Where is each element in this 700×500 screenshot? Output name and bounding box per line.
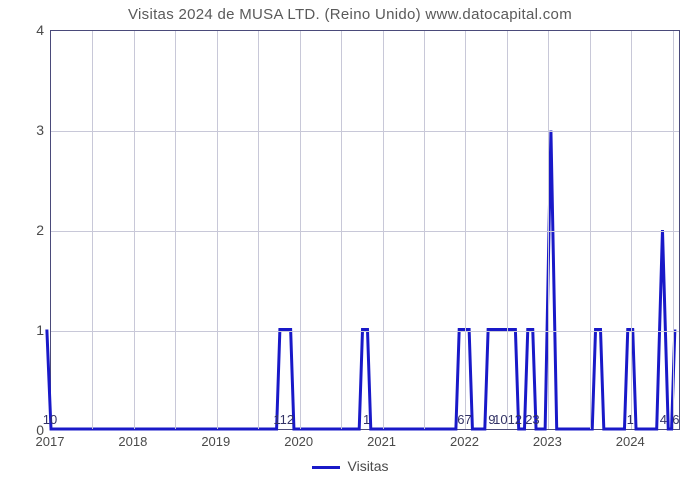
x-tick-label: 2022 xyxy=(450,434,479,449)
vgrid-line xyxy=(134,31,135,429)
value-label: 1 xyxy=(363,412,370,427)
vgrid-line xyxy=(673,31,674,429)
x-tick-label: 2019 xyxy=(201,434,230,449)
vgrid-line xyxy=(300,31,301,429)
vgrid-line xyxy=(424,31,425,429)
legend-label: Visitas xyxy=(348,458,389,474)
value-label: 112 xyxy=(273,412,294,427)
x-tick-label: 2024 xyxy=(616,434,645,449)
visits-chart: Visitas 2024 de MUSA LTD. (Reino Unido) … xyxy=(0,0,700,500)
vgrid-line xyxy=(175,31,176,429)
hgrid-line xyxy=(51,331,679,332)
x-tick-label: 2023 xyxy=(533,434,562,449)
legend-swatch xyxy=(312,466,340,469)
vgrid-line xyxy=(341,31,342,429)
vgrid-line xyxy=(217,31,218,429)
hgrid-line xyxy=(51,131,679,132)
y-tick-label: 3 xyxy=(24,122,44,138)
value-label: 4 xyxy=(660,412,667,427)
value-label: 10 xyxy=(43,412,57,427)
hgrid-line xyxy=(51,231,679,232)
vgrid-line xyxy=(631,31,632,429)
vgrid-line xyxy=(465,31,466,429)
y-tick-label: 4 xyxy=(24,22,44,38)
y-tick-label: 1 xyxy=(24,322,44,338)
value-label: 6 xyxy=(672,412,679,427)
legend: Visitas xyxy=(0,458,700,474)
x-tick-label: 2018 xyxy=(118,434,147,449)
value-label: 23 xyxy=(525,412,539,427)
vgrid-line xyxy=(548,31,549,429)
vgrid-line xyxy=(590,31,591,429)
x-tick-label: 2021 xyxy=(367,434,396,449)
y-tick-label: 2 xyxy=(24,222,44,238)
value-label: 1012 xyxy=(493,412,522,427)
data-series xyxy=(51,31,679,429)
vgrid-line xyxy=(92,31,93,429)
series-polyline xyxy=(47,131,675,430)
chart-title: Visitas 2024 de MUSA LTD. (Reino Unido) … xyxy=(0,6,700,23)
value-label: 67 xyxy=(457,412,471,427)
vgrid-line xyxy=(507,31,508,429)
plot-area xyxy=(50,30,680,430)
vgrid-line xyxy=(258,31,259,429)
value-label: 1 xyxy=(627,412,634,427)
x-tick-label: 2017 xyxy=(36,434,65,449)
vgrid-line xyxy=(383,31,384,429)
x-tick-label: 2020 xyxy=(284,434,313,449)
